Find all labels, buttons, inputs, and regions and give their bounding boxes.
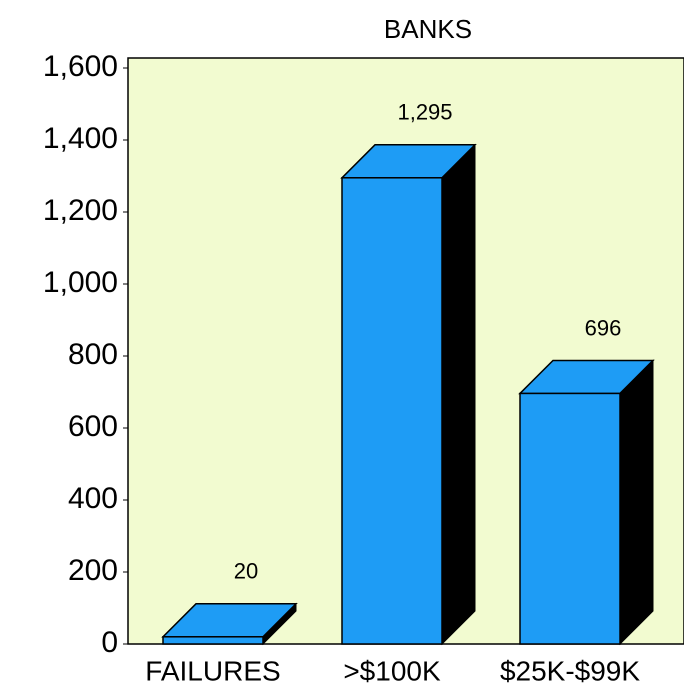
y-tick-label: 1,400: [43, 122, 118, 155]
y-tick-label: 400: [68, 482, 118, 515]
y-tick-label: 600: [68, 410, 118, 443]
y-tick-label: 0: [101, 626, 118, 659]
x-tick-label: $25K-$99K: [500, 655, 640, 686]
value-label: 20: [234, 559, 258, 584]
y-tick-label: 1,200: [43, 194, 118, 227]
bar-side: [441, 143, 476, 646]
value-label: 1,295: [397, 100, 452, 125]
y-tick-label: 200: [68, 554, 118, 587]
bar: [341, 177, 443, 645]
value-label: 696: [585, 315, 622, 340]
y-tick-label: 1,000: [43, 266, 118, 299]
y-tick-label: 800: [68, 338, 118, 371]
bar: [519, 392, 621, 645]
chart-title: BANKS: [384, 14, 472, 44]
x-tick-label: >$100K: [343, 655, 441, 686]
y-tick-label: 1,600: [43, 50, 118, 83]
bar-side: [619, 359, 654, 646]
bar: [162, 636, 264, 645]
x-tick-label: FAILURES: [145, 655, 280, 686]
